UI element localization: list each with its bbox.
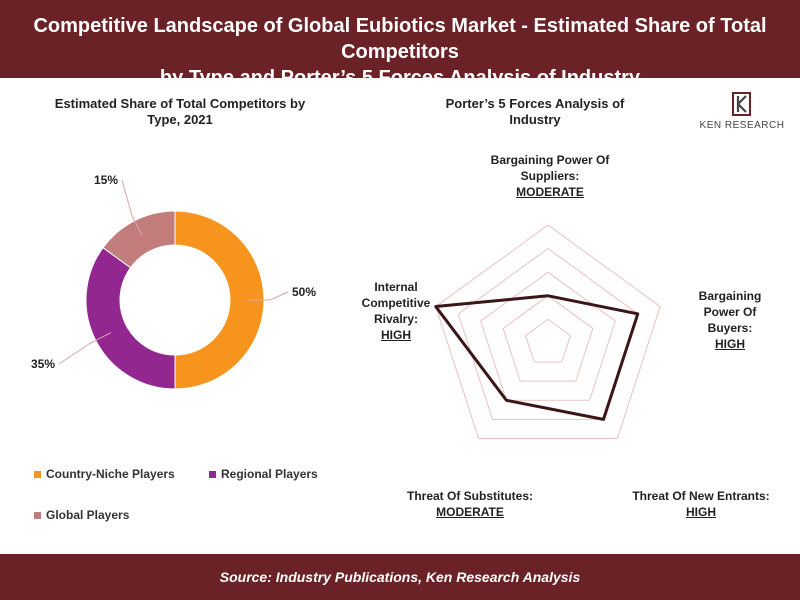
radar-axis-label-rivalry: Internal Competitive Rivalry: HIGH — [348, 279, 444, 343]
page-footer: Source: Industry Publications, Ken Resea… — [0, 554, 800, 600]
radar-grid-ring-3 — [480, 271, 616, 401]
radar-title-line-1: Porter’s 5 Forces Analysis of — [445, 96, 625, 111]
radar-title-line-2: Industry — [509, 112, 561, 127]
radar-axis-rivalry-line-3: Rivalry: HIGH — [348, 311, 444, 343]
radar-grid-ring-2 — [502, 295, 594, 382]
legend-swatch-country-niche — [34, 471, 41, 479]
donut-slice-3 — [102, 210, 176, 269]
donut-leader-line-2 — [58, 332, 112, 365]
radar-axis-rivalry-line-1: Internal — [374, 280, 418, 294]
radar-axis-substitutes-level: MODERATE — [436, 505, 504, 519]
logo-text: KEN RESEARCH — [699, 120, 785, 131]
radar-axis-buyers-line-3: Buyers: HIGH — [680, 320, 780, 352]
radar-axis-rivalry-line-2: Competitive — [361, 296, 431, 310]
legend-country-niche: Country-Niche Players — [34, 467, 175, 481]
radar-series-line — [434, 294, 640, 421]
radar-axis-label-substitutes: Threat Of Substitutes: MODERATE — [398, 488, 542, 520]
donut-slice-1 — [174, 210, 265, 390]
radar-axis-buyers-name: Buyers: — [707, 321, 753, 335]
radar-axis-suppliers-level: MODERATE — [516, 185, 584, 199]
ken-research-logo: KEN RESEARCH — [690, 92, 794, 136]
source-note: Source: Industry Publications, Ken Resea… — [219, 569, 581, 585]
radar-axis-new-entrants-line-1: Threat Of New Entrants: — [632, 489, 770, 503]
radar-axis-buyers-line-1: Bargaining — [698, 289, 762, 303]
radar-chart-title: Porter’s 5 Forces Analysis of Industry — [415, 96, 655, 128]
radar-grid-ring-1 — [524, 318, 572, 363]
donut-title-line-2: Type, 2021 — [147, 112, 213, 127]
radar-axis-suppliers-name: Suppliers: — [520, 169, 580, 183]
donut-data-label-2: 35% — [31, 357, 55, 371]
legend-regional: Regional Players — [209, 467, 318, 481]
radar-axis-new-entrants-level: HIGH — [686, 505, 716, 519]
donut-data-label-3: 15% — [94, 173, 118, 187]
donut-title-line-1: Estimated Share of Total Competitors by — [54, 96, 306, 111]
radar-axis-suppliers-line-1: Bargaining Power Of — [490, 153, 610, 167]
radar-axis-label-suppliers: Bargaining Power Of Suppliers: MODERATE — [470, 152, 630, 200]
legend-label-regional: Regional Players — [221, 467, 318, 481]
ken-research-logo-icon — [732, 92, 751, 116]
legend-swatch-global — [34, 512, 41, 520]
donut-leader-line-3 — [121, 179, 143, 237]
page-header: Competitive Landscape of Global Eubiotic… — [0, 0, 800, 89]
legend-global: Global Players — [34, 508, 129, 522]
donut-data-label-1: 50% — [292, 285, 316, 299]
donut-leader-line-1 — [247, 291, 289, 301]
radar-axis-label-buyers: Bargaining Power Of Buyers: HIGH — [680, 288, 780, 352]
radar-grid-ring-5 — [435, 224, 661, 439]
radar-axis-rivalry-level: HIGH — [381, 328, 411, 342]
legend-label-global: Global Players — [46, 508, 130, 522]
radar-axis-label-new-entrants: Threat Of New Entrants: HIGH — [618, 488, 784, 520]
radar-axis-rivalry-name: Rivalry: — [373, 312, 419, 326]
legend-label-country-niche: Country-Niche Players — [46, 467, 175, 481]
radar-axis-buyers-line-2: Power Of — [703, 305, 757, 319]
radar-axis-buyers-level: HIGH — [715, 337, 745, 351]
donut-chart-title: Estimated Share of Total Competitors by … — [20, 96, 340, 128]
page-title-line-2: by Type and Porter’s 5 Forces Analysis o… — [159, 67, 641, 89]
radar-axis-substitutes-line-1: Threat Of Substitutes: — [406, 489, 533, 503]
page-title-line-1: Competitive Landscape of Global Eubiotic… — [33, 15, 767, 63]
donut-slice-2 — [85, 246, 176, 390]
radar-axis-suppliers-line-2: Suppliers: MODERATE — [470, 168, 630, 200]
legend-swatch-regional — [209, 471, 216, 479]
